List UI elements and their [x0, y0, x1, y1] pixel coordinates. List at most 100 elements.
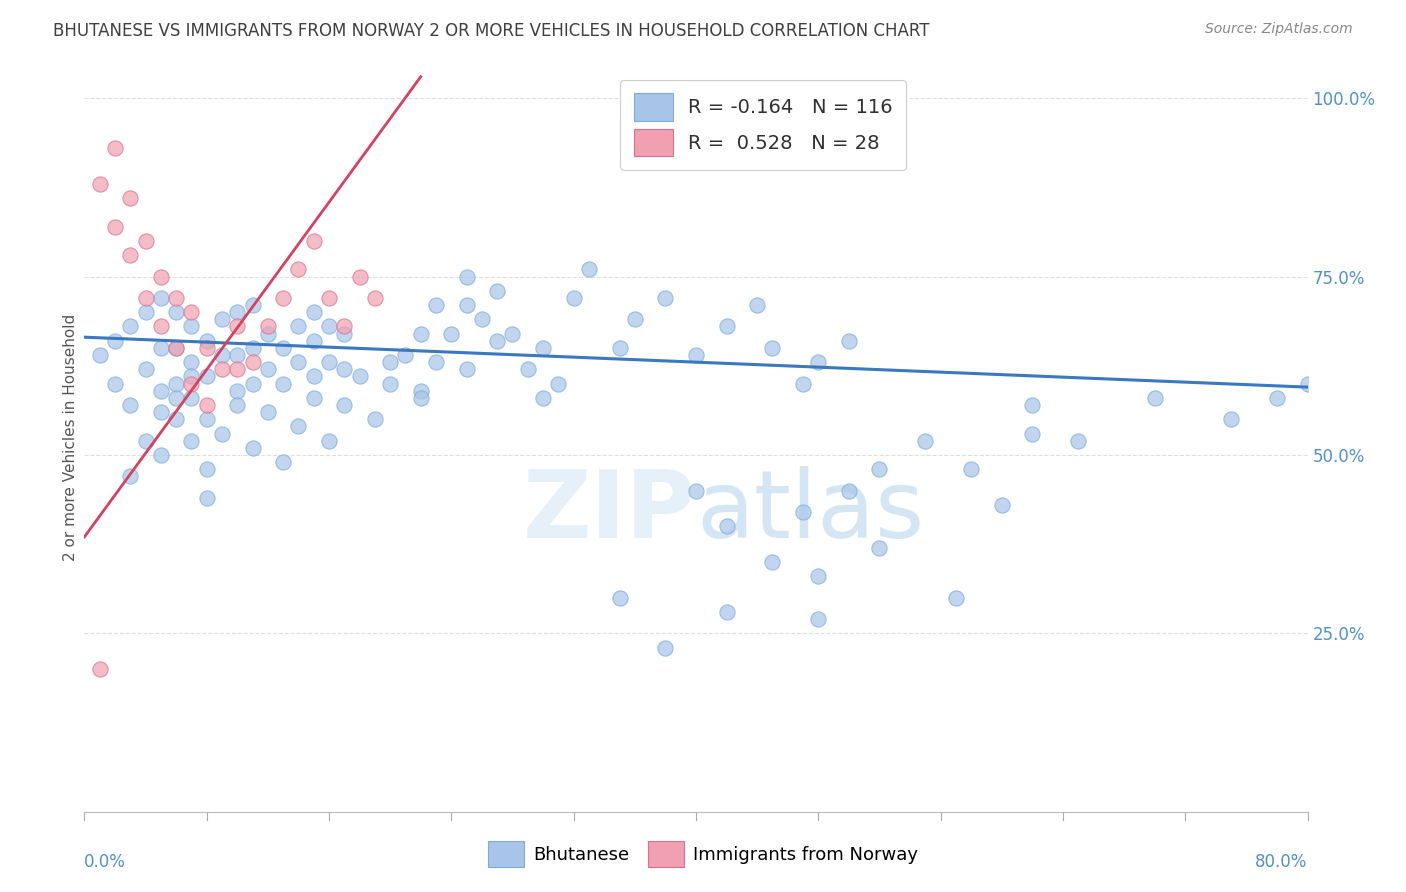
Point — [226, 384, 249, 398]
Point — [914, 434, 936, 448]
Point — [502, 326, 524, 341]
Point — [1265, 391, 1288, 405]
Point — [242, 341, 264, 355]
Point — [318, 291, 340, 305]
Point — [409, 391, 432, 405]
Point — [716, 519, 738, 533]
Point — [486, 284, 509, 298]
Point — [425, 355, 447, 369]
Point — [195, 398, 218, 412]
Point — [456, 362, 478, 376]
Point — [195, 491, 218, 505]
Point — [456, 298, 478, 312]
Point — [716, 319, 738, 334]
Point — [135, 434, 157, 448]
Point — [211, 348, 233, 362]
Point — [578, 262, 600, 277]
Point — [226, 319, 249, 334]
Point — [761, 555, 783, 569]
Point — [333, 398, 356, 412]
Point — [380, 355, 402, 369]
Point — [226, 305, 249, 319]
Point — [838, 334, 860, 348]
Point — [104, 141, 127, 155]
Point — [104, 334, 127, 348]
Legend: R = -0.164   N = 116, R =  0.528   N = 28: R = -0.164 N = 116, R = 0.528 N = 28 — [620, 79, 907, 169]
Point — [165, 341, 187, 355]
Point — [104, 219, 127, 234]
Point — [149, 341, 172, 355]
Point — [165, 305, 187, 319]
Point — [165, 391, 187, 405]
Point — [991, 498, 1014, 512]
Point — [257, 405, 280, 419]
Point — [654, 291, 676, 305]
Point — [257, 326, 280, 341]
Text: ZIP: ZIP — [523, 466, 696, 558]
Text: 80.0%: 80.0% — [1256, 853, 1308, 871]
Point — [945, 591, 967, 605]
Point — [180, 305, 202, 319]
Point — [211, 362, 233, 376]
Point — [195, 462, 218, 476]
Point — [318, 319, 340, 334]
Point — [624, 312, 647, 326]
Point — [226, 398, 249, 412]
Point — [135, 234, 157, 248]
Point — [425, 298, 447, 312]
Point — [195, 334, 218, 348]
Point — [226, 362, 249, 376]
Point — [195, 412, 218, 426]
Point — [302, 369, 325, 384]
Point — [685, 348, 707, 362]
Point — [1021, 398, 1043, 412]
Point — [609, 341, 631, 355]
Point — [838, 483, 860, 498]
Point — [302, 305, 325, 319]
Point — [302, 334, 325, 348]
Point — [242, 298, 264, 312]
Point — [257, 319, 280, 334]
Point — [869, 462, 891, 476]
Point — [792, 376, 814, 391]
Point — [318, 434, 340, 448]
Point — [287, 319, 309, 334]
Point — [302, 234, 325, 248]
Point — [807, 355, 830, 369]
Point — [271, 455, 294, 469]
Point — [440, 326, 463, 341]
Point — [165, 412, 187, 426]
Text: atlas: atlas — [696, 466, 924, 558]
Point — [180, 369, 202, 384]
Legend: Bhutanese, Immigrants from Norway: Bhutanese, Immigrants from Norway — [481, 834, 925, 874]
Point — [135, 362, 157, 376]
Point — [149, 405, 172, 419]
Point — [287, 262, 309, 277]
Point — [104, 376, 127, 391]
Point — [333, 319, 356, 334]
Point — [364, 291, 387, 305]
Point — [180, 391, 202, 405]
Point — [792, 505, 814, 519]
Point — [165, 341, 187, 355]
Point — [807, 569, 830, 583]
Point — [302, 391, 325, 405]
Point — [747, 298, 769, 312]
Point — [333, 362, 356, 376]
Point — [471, 312, 494, 326]
Point — [120, 398, 142, 412]
Point — [165, 291, 187, 305]
Point — [869, 541, 891, 555]
Point — [135, 305, 157, 319]
Point — [547, 376, 569, 391]
Point — [287, 419, 309, 434]
Point — [1067, 434, 1090, 448]
Point — [333, 326, 356, 341]
Point — [180, 355, 202, 369]
Text: BHUTANESE VS IMMIGRANTS FROM NORWAY 2 OR MORE VEHICLES IN HOUSEHOLD CORRELATION : BHUTANESE VS IMMIGRANTS FROM NORWAY 2 OR… — [53, 22, 929, 40]
Point — [149, 384, 172, 398]
Point — [211, 312, 233, 326]
Point — [149, 291, 172, 305]
Point — [562, 291, 585, 305]
Point — [1143, 391, 1166, 405]
